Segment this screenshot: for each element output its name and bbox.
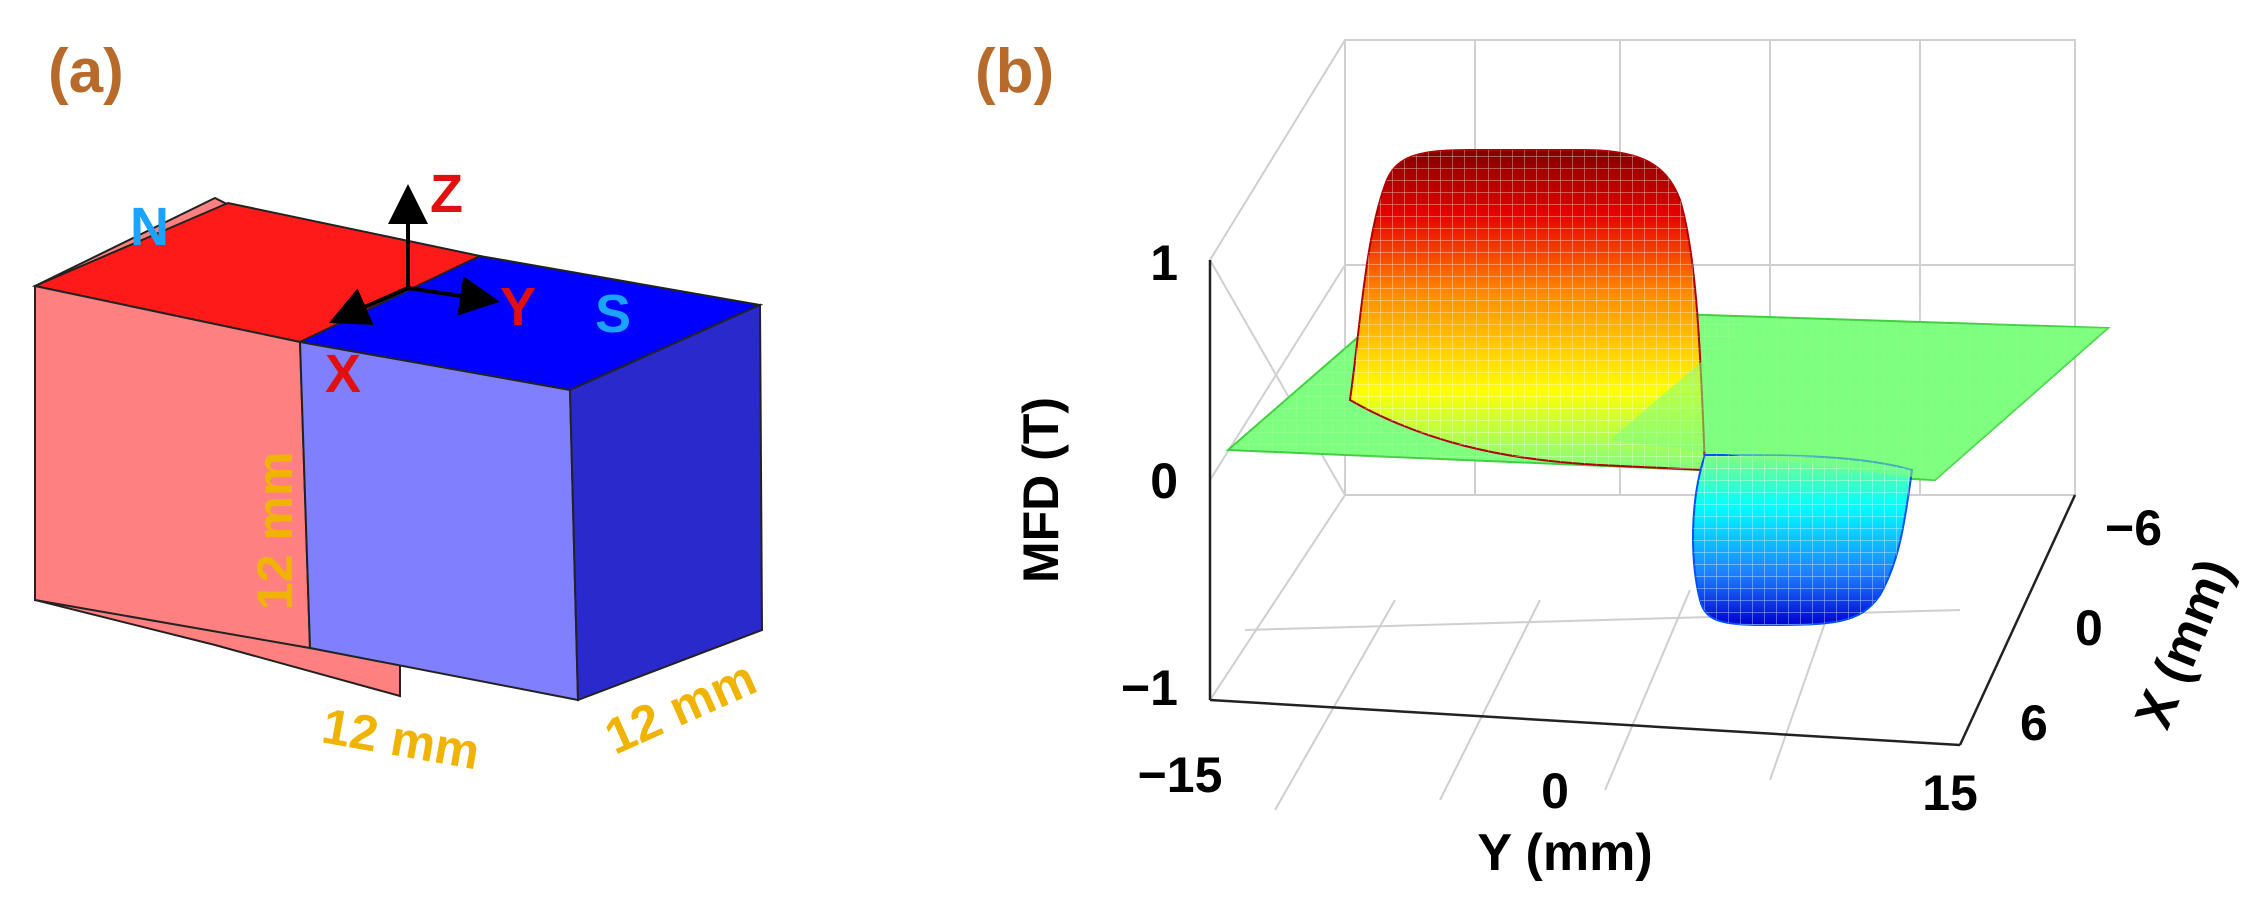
panel-b: (b) — [975, 37, 2244, 882]
surface-trough-mesh — [1693, 455, 1912, 625]
x-axis-title: X (mm) — [2124, 551, 2244, 736]
y-tick-0: 0 — [1541, 763, 1569, 819]
x-axis-label: X — [325, 344, 361, 404]
z-axis-label: Z — [430, 164, 463, 224]
surface-peak-mesh — [1350, 150, 1705, 470]
y-tick-15: 15 — [1922, 765, 1978, 821]
floor-grid-1 — [1274, 599, 1396, 811]
z-tick-1: 1 — [1150, 235, 1178, 291]
mfd-surface — [1225, 149, 2111, 627]
north-pole-label: N — [130, 197, 169, 257]
z-axis-title: MFD (T) — [1013, 397, 1069, 583]
x-tick-neg6: −6 — [2105, 500, 2162, 556]
width-dimension-label: 12 mm — [318, 698, 484, 781]
surface-plane-front-right — [1610, 320, 2108, 480]
axes — [1208, 260, 2077, 747]
magnet-block — [31, 196, 764, 702]
x-axis-arrow — [329, 286, 409, 325]
z-tick-neg1: −1 — [1121, 660, 1178, 716]
panel-a: (a) N S Z Y X 12 mm 12 mm 12 mm — [31, 37, 764, 781]
x-tick-0: 0 — [2075, 600, 2103, 656]
y-axis-label: Y — [500, 277, 536, 337]
z-tick-0: 0 — [1150, 453, 1178, 509]
floor-left-edge — [1209, 494, 1346, 701]
x-axis-line — [1958, 494, 2077, 746]
coordinate-axes — [329, 184, 500, 325]
y-axis-line — [1209, 698, 1961, 747]
panel-b-label: (b) — [975, 37, 1054, 106]
south-pole-label: S — [595, 284, 631, 344]
y-axis-arrow — [407, 276, 500, 316]
y-tick-neg15: −15 — [1138, 747, 1223, 803]
x-tick-6: 6 — [2020, 695, 2048, 751]
south-side-face — [568, 303, 764, 702]
floor-grid-2 — [1439, 599, 1541, 801]
y-axis-title: Y (mm) — [1477, 824, 1652, 882]
panel-a-label: (a) — [48, 37, 124, 106]
height-dimension-label: 12 mm — [247, 452, 303, 610]
floor-grid-3 — [1604, 589, 1691, 791]
